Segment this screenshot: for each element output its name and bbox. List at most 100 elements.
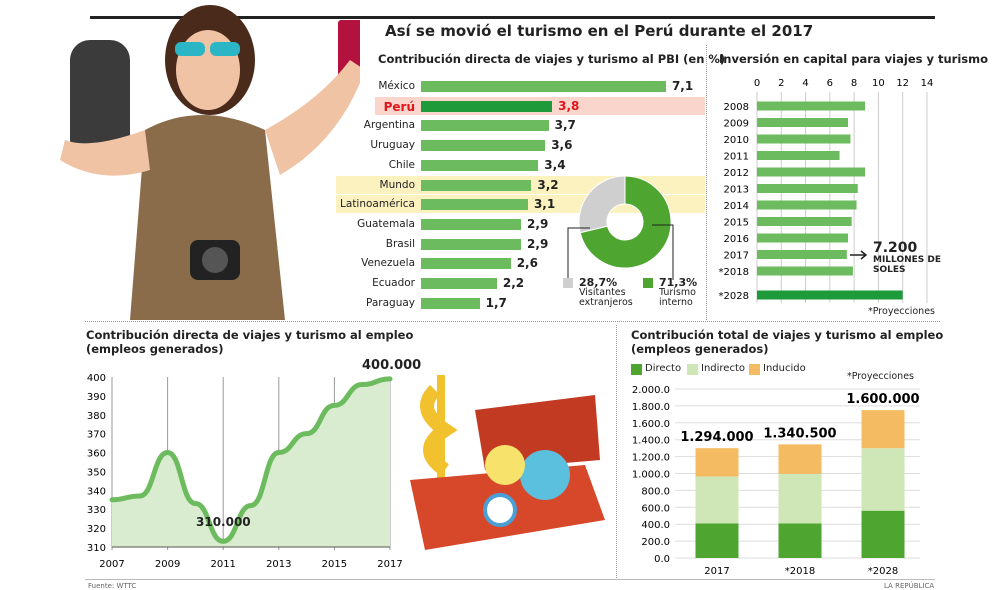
- category-label: Guatemala: [357, 217, 415, 230]
- x-tick-label: 2015: [322, 559, 347, 570]
- total-employment-stacked-chart: 0.0 200.0 400.0 600.0 800.0 1.000.0 1.200.0 1.4…: [632, 385, 920, 577]
- category-label: Ecuador: [372, 277, 415, 289]
- bar: [421, 140, 546, 152]
- bar: [757, 266, 853, 276]
- sunglasses-icon: [175, 42, 205, 56]
- annotation-400000: 400.000: [362, 358, 422, 373]
- bar: [421, 278, 497, 289]
- investment-chart-title: Inversión en capital para viajes y turis…: [719, 52, 988, 66]
- category-label: 2016: [724, 234, 749, 245]
- x-tick-label: *2018: [785, 566, 815, 577]
- tick-label: 10: [872, 78, 885, 89]
- leader-line: [567, 227, 590, 280]
- total-label: 1.340.500: [763, 426, 836, 441]
- bar: [421, 218, 522, 230]
- turismo-label: Turismo interno: [659, 287, 696, 308]
- bar: [757, 217, 852, 226]
- stacked-bar-segment: [695, 523, 739, 558]
- bar: [757, 101, 866, 111]
- total-label: 1.294.000: [680, 430, 753, 445]
- series-line: [109, 376, 393, 544]
- brand-label: LA REPÚBLICA: [884, 582, 935, 590]
- stacked-bar-segment: [695, 476, 739, 524]
- total-label: 1.600.000: [846, 392, 919, 407]
- x-tick-label: 2017: [704, 566, 729, 577]
- y-tick-label: 310: [87, 543, 106, 554]
- turismo-value: 71,3%: [659, 276, 698, 289]
- y-tick-label: 1.400.0: [632, 436, 670, 447]
- bar: [757, 134, 851, 144]
- y-tick-label: 340: [87, 486, 106, 497]
- investment-annotation-unit: MILLONES DE SOLES: [873, 255, 942, 275]
- category-label: 2015: [724, 218, 749, 229]
- category-label: Chile: [388, 158, 415, 171]
- legend-swatch-indirecto: [687, 364, 698, 375]
- y-tick-label: 350: [87, 467, 106, 478]
- y-tick-label: 800.0: [641, 486, 670, 497]
- tick-label: 12: [896, 78, 909, 89]
- value-label: 2,6: [516, 256, 538, 271]
- investment-bar-chart: 0 2 4 6 8 10 12 14 2008 2009 2010 2011 2012 2013 2014 2…: [719, 78, 934, 303]
- category-label: Paraguay: [365, 296, 415, 309]
- value-label: 2,9: [527, 216, 549, 231]
- bar: [421, 159, 539, 171]
- category-label: 2009: [724, 119, 749, 130]
- category-label: Perú: [383, 99, 415, 114]
- value-label: 3,6: [551, 138, 573, 153]
- value-label: 2,2: [502, 276, 525, 290]
- bar: [757, 167, 866, 177]
- tick-label: 4: [802, 78, 808, 89]
- category-label: 2010: [724, 135, 749, 146]
- legend-swatch-green: [643, 278, 653, 288]
- leader-line: [652, 224, 674, 280]
- value-label: 1,7: [485, 295, 507, 310]
- tick-label: 6: [827, 78, 833, 89]
- tick-label: 2: [778, 78, 784, 89]
- category-label: 2011: [724, 152, 749, 163]
- value-label: 3,8: [558, 98, 580, 113]
- y-tick-label: 600.0: [641, 503, 670, 514]
- category-label: Latinoamérica: [340, 198, 415, 211]
- legend-directo: Directo: [645, 363, 682, 374]
- arrow-icon: [850, 250, 868, 260]
- category-label: 2008: [724, 102, 749, 113]
- x-tick-label: 2013: [266, 559, 291, 570]
- stacked-bar-segment: [778, 444, 822, 474]
- stacked-bar-segment: [778, 473, 822, 524]
- bar: [421, 199, 528, 211]
- y-tick-label: 200.0: [641, 537, 670, 548]
- total-employment-title: Contribución total de viajes y turismo a…: [631, 328, 944, 342]
- legend-indirecto: Indirecto: [701, 363, 745, 374]
- bar: [757, 233, 849, 243]
- value-label: 7,1: [671, 79, 694, 93]
- value-label: 3,2: [537, 177, 559, 192]
- visitantes-label: Visitantes extranjeros: [579, 287, 633, 308]
- y-tick-label: 370: [87, 430, 106, 441]
- value-label: 3,1: [533, 197, 556, 212]
- pbi-chart-title: Contribución directa de viajes y turismo…: [378, 52, 726, 66]
- category-label: Argentina: [363, 119, 415, 132]
- y-tick-label: 400: [87, 373, 106, 384]
- y-tick-label: 400.0: [641, 520, 670, 531]
- y-tick-label: 1.000.0: [632, 470, 670, 481]
- employment-chart-title: Contribución directa de viajes y turismo…: [86, 328, 414, 342]
- category-label: 2014: [724, 201, 749, 212]
- stacked-bar-segment: [861, 510, 905, 558]
- tick-label: 0: [754, 78, 760, 89]
- value-label: 2,9: [527, 236, 549, 251]
- category-label: Uruguay: [370, 139, 415, 152]
- stacked-bar-segment: [778, 523, 822, 558]
- suitcase-illustration: [410, 375, 605, 550]
- footer-rule: [85, 579, 935, 580]
- y-tick-label: 320: [87, 524, 106, 535]
- donut-slice: [579, 175, 672, 269]
- bar: [421, 258, 511, 270]
- bar: [757, 184, 858, 193]
- shirt: [130, 115, 285, 320]
- bar: [757, 250, 847, 259]
- bar: [757, 200, 857, 210]
- bar: [757, 151, 840, 160]
- tick-label: 14: [921, 78, 934, 89]
- bar: [757, 118, 849, 127]
- title-rule: [90, 16, 935, 19]
